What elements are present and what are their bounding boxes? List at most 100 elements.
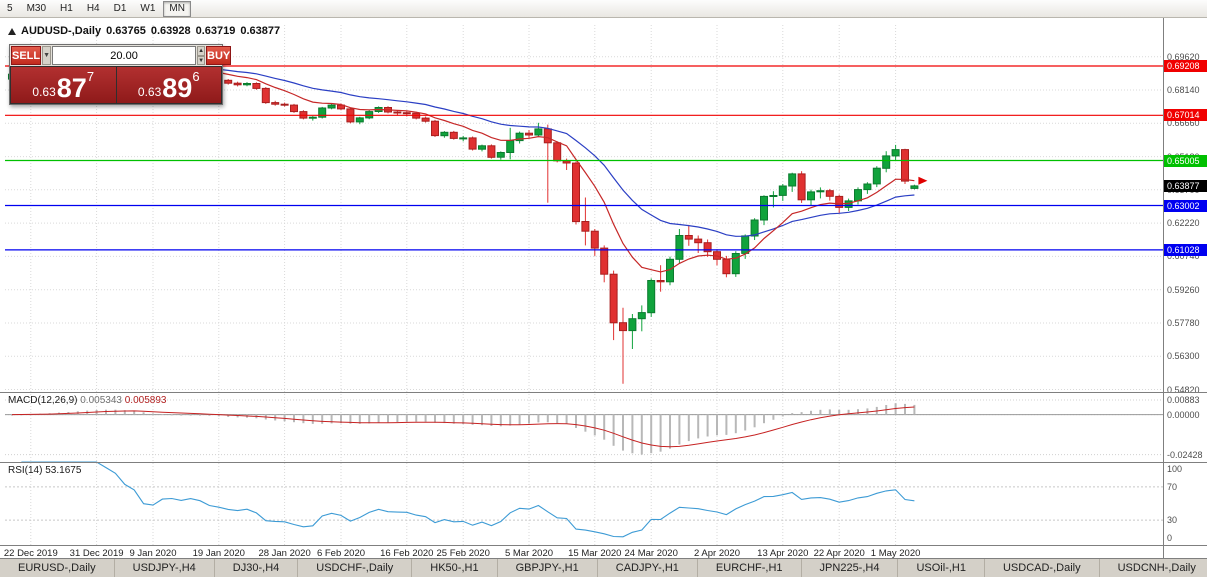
volume-input[interactable] bbox=[52, 46, 197, 65]
chart-title-icon bbox=[8, 27, 16, 35]
buy-price-big: 89 bbox=[162, 73, 193, 104]
ohlc-open: 0.63765 bbox=[106, 25, 146, 37]
hline-price-badge: 0.61028 bbox=[1164, 243, 1207, 256]
price-axis-label: 0.59260 bbox=[1167, 284, 1200, 295]
sell-price-display[interactable]: 0.63 87 7 bbox=[11, 67, 116, 103]
tab-eurusd-daily[interactable]: EURUSD-,Daily bbox=[0, 559, 115, 577]
volume-stepper: ▲ ▼ bbox=[197, 46, 206, 65]
chart-window[interactable]: 22 Dec 2019 31 Dec 2019 9 Jan 2020 19 Jan 2… bbox=[0, 18, 1207, 558]
macd-indicator-label: MACD(12,26,9) 0.005343 0.005893 bbox=[8, 395, 166, 406]
tab-usdcad-daily[interactable]: USDCAD-,Daily bbox=[985, 559, 1100, 577]
rsi-indicator-label: RSI(14) 53.1675 bbox=[8, 465, 81, 476]
buy-button[interactable]: BUY bbox=[206, 46, 232, 65]
svg-text:2 Apr 2020: 2 Apr 2020 bbox=[694, 548, 740, 558]
chart-title: AUDUSD-,Daily 0.63765 0.63928 0.63719 0.… bbox=[8, 25, 280, 37]
svg-text:19 Jan 2020: 19 Jan 2020 bbox=[193, 548, 245, 558]
volume-decrease-button[interactable]: ▼ bbox=[197, 55, 206, 65]
macd-signal-line bbox=[11, 406, 915, 448]
svg-text:6 Feb 2020: 6 Feb 2020 bbox=[317, 548, 365, 558]
sell-price-big: 87 bbox=[56, 73, 87, 104]
tab-usdcnh-daily[interactable]: USDCNH-,Daily bbox=[1100, 559, 1207, 577]
macd-axis-label: 0.00883 bbox=[1167, 395, 1200, 405]
svg-text:28 Jan 2020: 28 Jan 2020 bbox=[258, 548, 310, 558]
timeframe-toolbar: 5 M30 H1 H4 D1 W1 MN bbox=[0, 0, 1207, 18]
tab-cadjpy-h1[interactable]: CADJPY-,H1 bbox=[598, 559, 698, 577]
tab-usdjpy-h4[interactable]: USDJPY-,H4 bbox=[115, 559, 215, 577]
tab-usdchf-daily[interactable]: USDCHF-,Daily bbox=[298, 559, 413, 577]
svg-text:15 Mar 2020: 15 Mar 2020 bbox=[568, 548, 621, 558]
svg-text:22 Dec 2019: 22 Dec 2019 bbox=[4, 548, 58, 558]
price-axis-label: 0.66660 bbox=[1167, 118, 1200, 129]
svg-text:31 Dec 2019: 31 Dec 2019 bbox=[70, 548, 124, 558]
volume-increase-button[interactable]: ▲ bbox=[197, 46, 206, 56]
rsi-value: 53.1675 bbox=[45, 465, 82, 476]
macd-signal-value: 0.005893 bbox=[124, 395, 167, 406]
period-button-m30[interactable]: M30 bbox=[26, 2, 47, 14]
sell-price-pip: 7 bbox=[86, 69, 95, 84]
tab-dj30-h4[interactable]: DJ30-,H4 bbox=[215, 559, 299, 577]
sell-price-prefix: 0.63 bbox=[32, 85, 56, 99]
last-price-badge: 0.63877 bbox=[1164, 179, 1207, 192]
chart-canvas[interactable]: 22 Dec 2019 31 Dec 2019 9 Jan 2020 19 Jan 2… bbox=[0, 18, 1163, 558]
macd-axis-label: 0.00000 bbox=[1167, 409, 1200, 420]
rsi-axis-label: 30 bbox=[1167, 515, 1178, 526]
svg-text:24 Mar 2020: 24 Mar 2020 bbox=[625, 548, 678, 558]
trade-panel-controls: SELL ▼ ▲ ▼ BUY bbox=[10, 45, 232, 66]
rsi-name: RSI(14) bbox=[8, 465, 43, 476]
tab-usoil-h1[interactable]: USOil-,H1 bbox=[898, 559, 985, 577]
svg-text:22 Apr 2020: 22 Apr 2020 bbox=[814, 548, 865, 558]
chart-tabs-bar: EURUSD-,Daily USDJPY-,H4 DJ30-,H4 USDCHF-,D… bbox=[0, 558, 1207, 577]
tab-hk50-h1[interactable]: HK50-,H1 bbox=[412, 559, 498, 577]
svg-text:1 May 2020: 1 May 2020 bbox=[871, 548, 921, 558]
rsi-axis-label: 70 bbox=[1167, 481, 1178, 492]
pane-separator-time-axis bbox=[0, 545, 1207, 546]
hline-price-badge: 0.63002 bbox=[1164, 199, 1207, 212]
svg-text:13 Apr 2020: 13 Apr 2020 bbox=[757, 548, 808, 558]
chart-symbol-label: AUDUSD-,Daily bbox=[21, 25, 102, 37]
ohlc-close: 0.63877 bbox=[240, 25, 281, 37]
buy-price-prefix: 0.63 bbox=[137, 85, 162, 99]
svg-text:9 Jan 2020: 9 Jan 2020 bbox=[129, 548, 176, 558]
macd-axis-label: -0.02428 bbox=[1167, 449, 1203, 460]
svg-text:5 Mar 2020: 5 Mar 2020 bbox=[505, 548, 553, 558]
buy-price-pip: 6 bbox=[192, 69, 200, 84]
hline-price-badge: 0.69208 bbox=[1164, 60, 1207, 72]
ohlc-high: 0.63928 bbox=[150, 25, 191, 37]
price-axis-label: 0.69620 bbox=[1167, 51, 1200, 62]
price-axis-label: 0.56300 bbox=[1167, 351, 1200, 362]
ma-end-marker bbox=[918, 176, 928, 185]
svg-text:16 Feb 2020: 16 Feb 2020 bbox=[380, 548, 433, 558]
hline-price-badge: 0.65005 bbox=[1164, 154, 1207, 167]
price-axis-label: 0.60740 bbox=[1167, 251, 1200, 262]
pane-separator-rsi[interactable] bbox=[0, 462, 1207, 463]
time-axis-labels: 22 Dec 2019 31 Dec 2019 9 Jan 2020 19 Jan 2… bbox=[4, 548, 921, 558]
price-axis-label: 0.68140 bbox=[1167, 85, 1200, 95]
trade-panel-prices: 0.63 87 7 0.63 89 6 bbox=[10, 66, 222, 104]
tab-eurchf-h1[interactable]: EURCHF-,H1 bbox=[698, 559, 802, 577]
period-button-w1[interactable]: W1 bbox=[140, 2, 156, 14]
tab-jpn225-h4[interactable]: JPN225-,H4 bbox=[802, 559, 899, 577]
macd-name: MACD(12,26,9) bbox=[8, 395, 78, 406]
price-axis-label: 0.54820 bbox=[1167, 384, 1200, 395]
rsi-axis-label: 0 bbox=[1167, 533, 1173, 543]
period-button-h1[interactable]: H1 bbox=[60, 2, 73, 14]
period-button-mn[interactable]: MN bbox=[163, 0, 191, 17]
tab-gbpjpy-h1[interactable]: GBPJPY-,H1 bbox=[498, 559, 598, 577]
pane-separator-macd[interactable] bbox=[0, 392, 1207, 393]
period-button-h4[interactable]: H4 bbox=[86, 2, 100, 14]
hline-price-badge: 0.67014 bbox=[1164, 109, 1207, 122]
rsi-axis-label: 100 bbox=[1167, 464, 1183, 474]
period-button-5[interactable]: 5 bbox=[7, 2, 13, 14]
svg-text:25 Feb 2020: 25 Feb 2020 bbox=[437, 548, 490, 558]
rsi-line bbox=[21, 461, 915, 538]
volume-dropdown-button[interactable]: ▼ bbox=[42, 46, 52, 65]
price-axis-label: 0.57780 bbox=[1167, 318, 1200, 328]
sell-button[interactable]: SELL bbox=[11, 46, 42, 65]
macd-main-value: 0.005343 bbox=[80, 395, 122, 406]
period-button-d1[interactable]: D1 bbox=[113, 2, 127, 14]
price-axis-label: 0.62220 bbox=[1167, 218, 1200, 229]
ohlc-low: 0.63719 bbox=[195, 25, 236, 37]
buy-price-display[interactable]: 0.63 89 6 bbox=[116, 67, 221, 104]
